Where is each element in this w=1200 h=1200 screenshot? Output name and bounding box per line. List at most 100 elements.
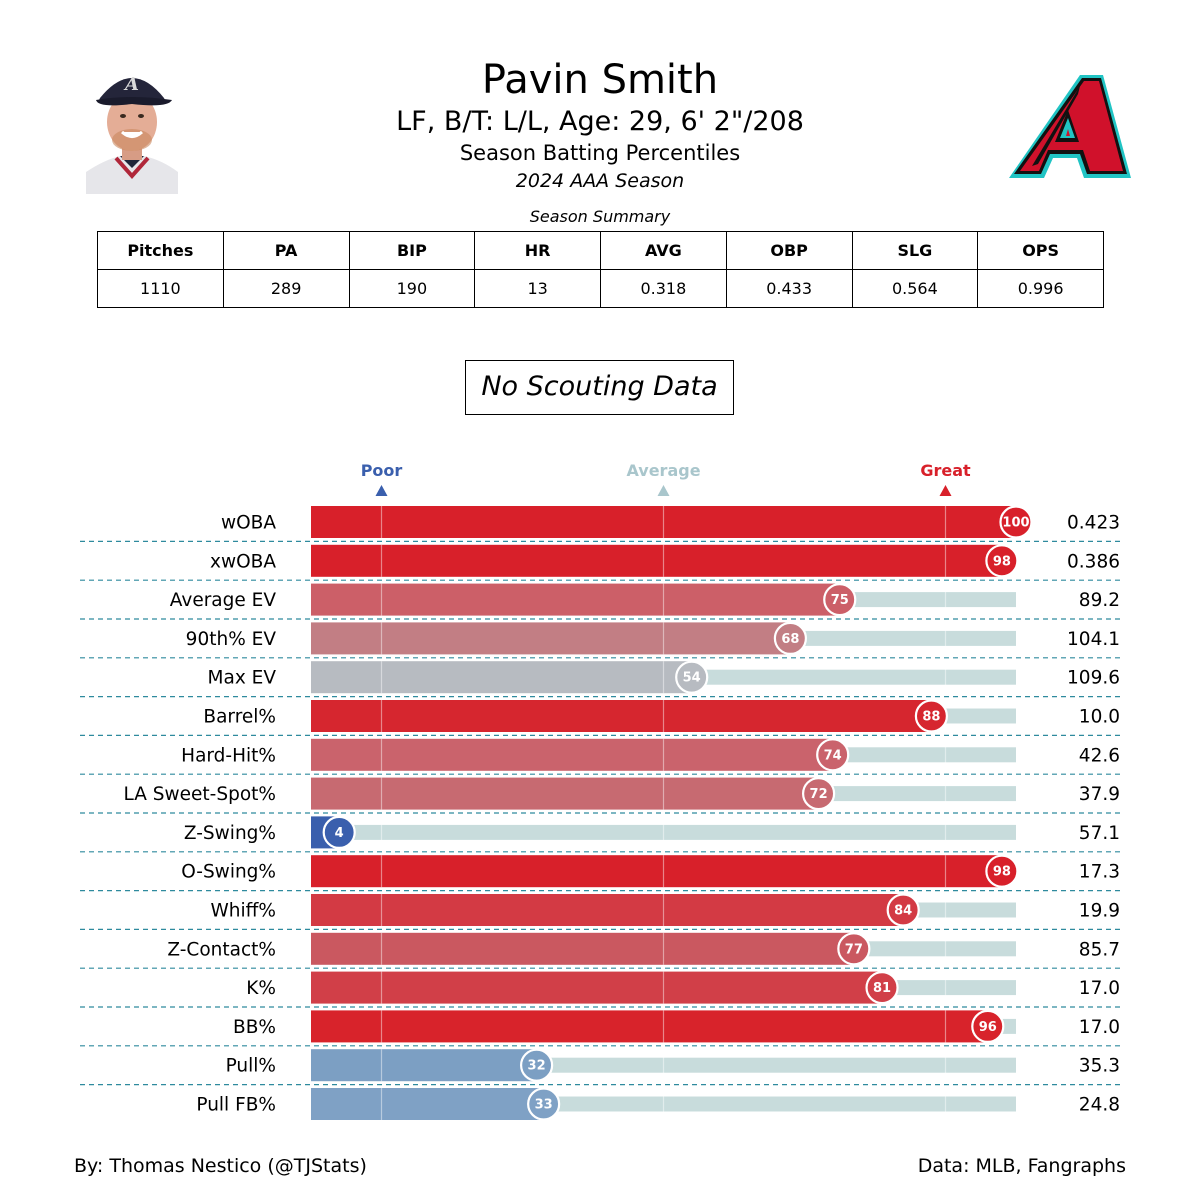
percentile-bar — [311, 661, 692, 694]
summary-header: HR — [474, 231, 601, 270]
stat-value: 17.0 — [1079, 1017, 1120, 1038]
stat-value: 0.386 — [1067, 551, 1120, 572]
player-info: LF, B/T: L/L, Age: 29, 6' 2"/208 — [396, 106, 804, 137]
percentile-marker — [322, 815, 356, 849]
stat-value: 19.9 — [1079, 901, 1120, 922]
percentile-label: 88 — [922, 710, 940, 725]
percentile-label: 4 — [335, 826, 344, 841]
percentile-marker — [519, 1048, 554, 1082]
percentile-label: 77 — [845, 942, 863, 957]
summary-header: OBP — [725, 231, 853, 270]
percentile-marker — [823, 583, 857, 617]
summary-header-row: Pitches PA BIP HR AVG OBP SLG OPS — [97, 231, 1104, 270]
stat-value: 35.3 — [1079, 1056, 1120, 1077]
percentile-bar — [311, 855, 1002, 888]
stat-label: Hard-Hit% — [181, 745, 276, 766]
percentile-label: 54 — [683, 671, 701, 686]
stat-value: 10.0 — [1079, 707, 1120, 728]
stat-label: Average EV — [170, 590, 277, 611]
stat-label: Barrel% — [203, 707, 276, 728]
percentile-marker — [675, 660, 709, 694]
summary-header: SLG — [851, 231, 979, 270]
percentile-label: 68 — [781, 632, 799, 647]
summary-value: 0.433 — [725, 269, 853, 308]
percentile-bar — [311, 506, 1016, 538]
bar-track — [311, 824, 1016, 840]
percentile-marker — [886, 893, 920, 927]
percentile-bar — [311, 622, 791, 655]
summary-value: 190 — [348, 269, 476, 308]
stat-value: 24.8 — [1079, 1095, 1120, 1116]
percentile-bar — [311, 894, 904, 926]
scale-label-average: Average — [626, 461, 700, 480]
percentile-label: 72 — [810, 787, 828, 802]
percentile-marker — [985, 544, 1019, 578]
percentile-marker — [985, 854, 1019, 888]
stat-value: 89.2 — [1079, 590, 1120, 611]
summary-value: 0.564 — [851, 269, 979, 308]
stat-label: O-Swing% — [181, 862, 276, 883]
stat-label: Whiff% — [211, 901, 276, 922]
percentile-bar — [311, 544, 1002, 577]
percentile-bar — [311, 738, 833, 771]
stat-value: 104.1 — [1067, 629, 1120, 650]
stat-value: 0.423 — [1067, 513, 1120, 534]
percentile-label: 75 — [831, 593, 849, 608]
percentile-bar — [311, 583, 840, 616]
percentile-marker — [527, 1087, 561, 1121]
stat-label: xwOBA — [210, 551, 276, 572]
summary-header: PA — [222, 231, 350, 270]
summary-value: 1110 — [97, 269, 224, 308]
scale-marker-great — [939, 485, 952, 496]
scale-label-great: Great — [920, 461, 971, 480]
scale-label-poor: Poor — [361, 461, 403, 480]
chart-subtitle: Season Batting Percentiles — [459, 141, 741, 165]
footer-source: Data: MLB, Fangraphs — [917, 1155, 1126, 1177]
percentile-label: 74 — [824, 748, 842, 763]
percentile-marker — [816, 738, 850, 772]
player-headshot: A — [86, 64, 178, 194]
summary-value: 0.996 — [977, 269, 1104, 308]
percentile-bar — [311, 932, 854, 965]
player-name: Pavin Smith — [481, 57, 719, 103]
stat-label: Z-Swing% — [184, 823, 276, 844]
summary-value: 289 — [222, 269, 350, 308]
stat-label: Max EV — [208, 668, 277, 689]
percentile-marker — [914, 699, 949, 733]
percentile-bar — [311, 1088, 544, 1120]
stat-value: 17.0 — [1079, 978, 1120, 999]
percentile-bar — [311, 1049, 537, 1082]
percentile-bar — [311, 777, 819, 810]
summary-header: AVG — [600, 231, 727, 270]
season-title: 2024 AAA Season — [515, 170, 685, 192]
stat-value: 37.9 — [1079, 784, 1120, 805]
cap-logo: A — [123, 74, 139, 95]
stat-label: LA Sweet-Spot% — [124, 784, 276, 805]
percentile-chart: Poor Average Great wOBA 100 0.423 xwOBA 98 0.386… — [80, 461, 1120, 1121]
percentile-marker — [837, 932, 871, 966]
percentile-label: 100 — [1002, 516, 1029, 531]
percentile-marker — [773, 621, 808, 655]
stat-label: 90th% EV — [186, 629, 277, 650]
percentile-label: 98 — [993, 554, 1011, 569]
stat-label: wOBA — [221, 513, 276, 534]
percentile-label: 96 — [979, 1020, 997, 1035]
stat-value: 17.3 — [1079, 862, 1120, 883]
summary-value-row: 1110 289 190 13 0.318 0.433 0.564 0.996 — [97, 269, 1104, 308]
summary-header: OPS — [977, 231, 1104, 270]
percentile-label: 81 — [873, 981, 891, 996]
header: Pavin Smith LF, B/T: L/L, Age: 29, 6' 2"… — [0, 55, 1200, 195]
percentile-marker — [971, 1009, 1005, 1044]
summary-value: 0.318 — [600, 269, 727, 308]
stat-value: 109.6 — [1067, 668, 1120, 689]
summary-table: Pitches PA BIP HR AVG OBP SLG OPS 1110 2… — [97, 231, 1104, 308]
scale-marker-average — [657, 485, 670, 496]
percentile-bar — [311, 700, 932, 732]
percentile-bar — [311, 971, 883, 1004]
team-logo — [1009, 75, 1131, 178]
stat-value: 42.6 — [1079, 745, 1120, 766]
percentile-label: 84 — [894, 904, 912, 919]
stat-label: Pull% — [226, 1056, 276, 1077]
summary-value: 13 — [474, 269, 601, 308]
percentile-marker — [801, 777, 836, 811]
